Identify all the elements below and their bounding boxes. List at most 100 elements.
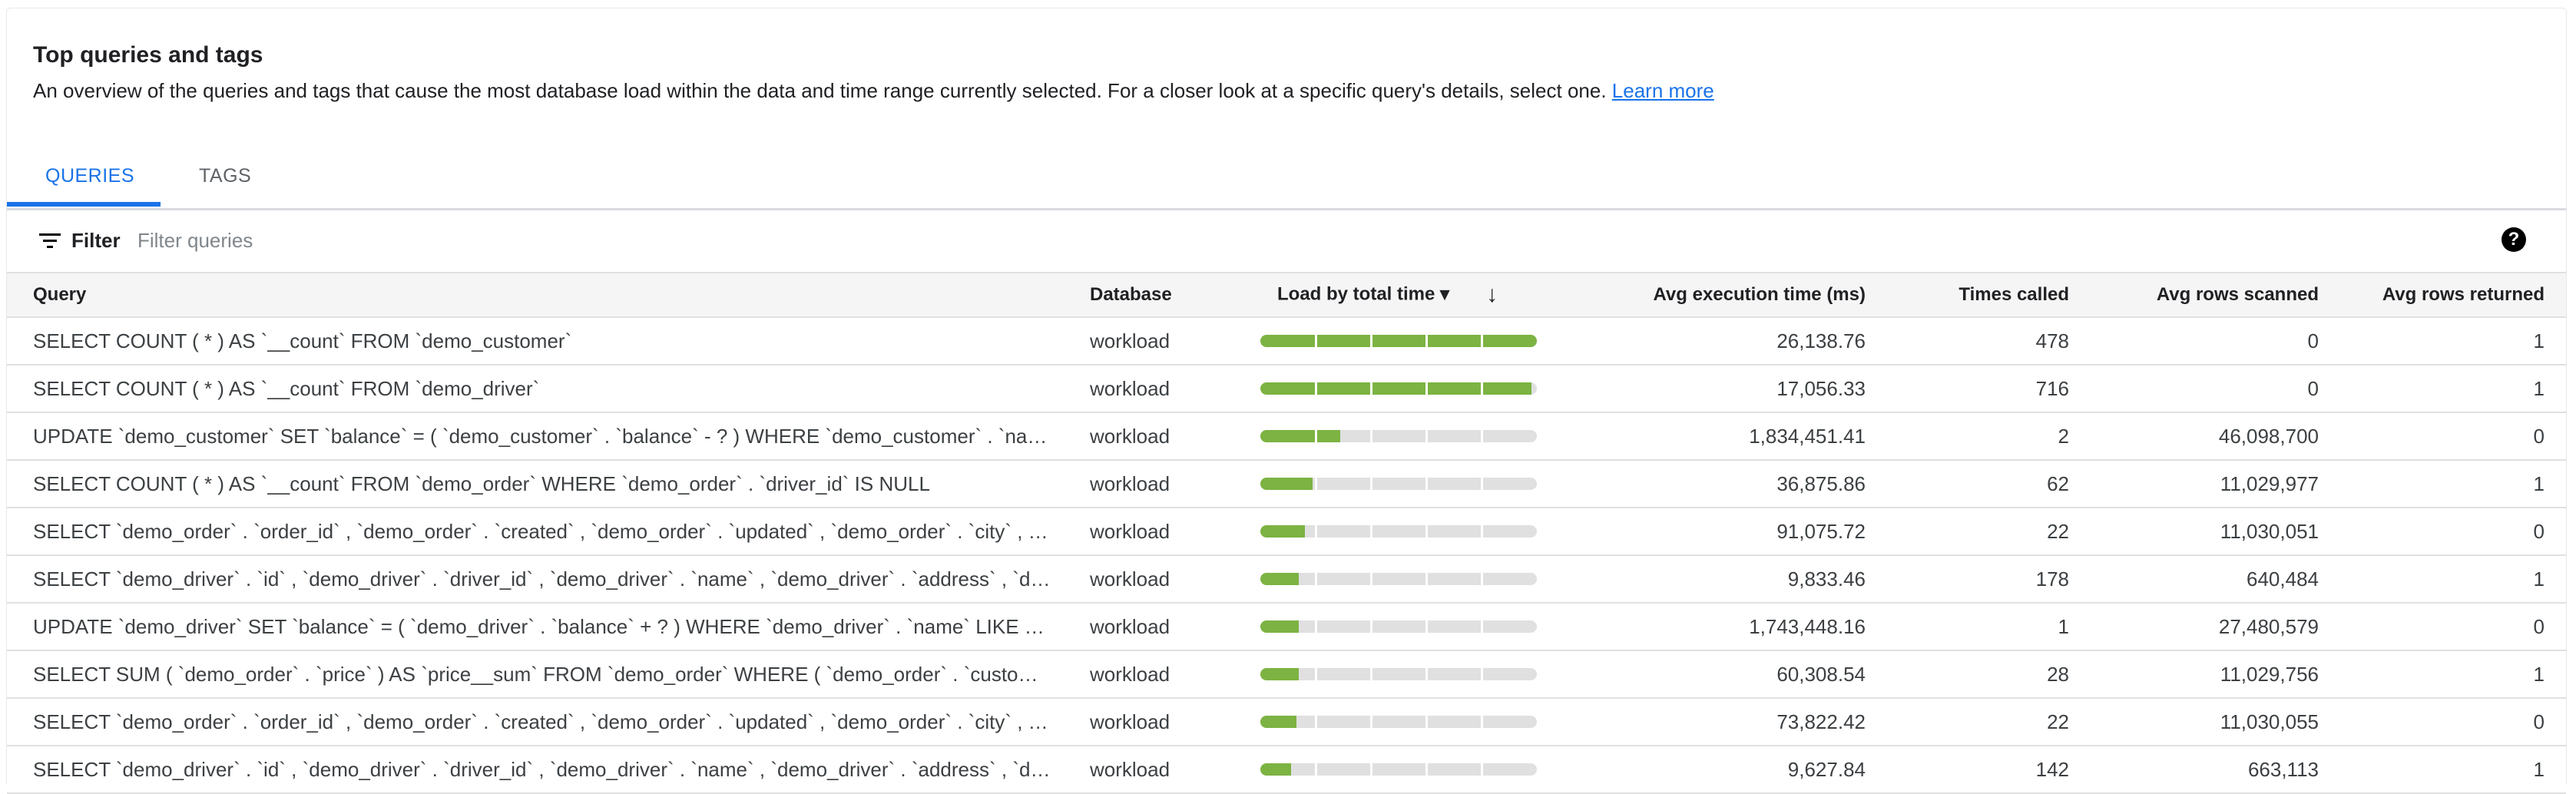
filter-label: Filter [71, 229, 121, 252]
query-text[interactable]: SELECT COUNT ( * ) AS `__count` FROM `de… [33, 376, 540, 400]
table-row[interactable]: UPDATE `demo_driver` SET `balance` = ( `… [7, 603, 2566, 651]
load-bar-separator [1370, 478, 1372, 490]
load-cell [1260, 650, 1600, 699]
avg-rows-scanned-cell: 27,480,579 [2069, 603, 2319, 651]
tab-tags[interactable]: TAGS [199, 165, 252, 187]
load-bar-separator [1370, 430, 1372, 442]
load-bar-separator [1481, 668, 1483, 680]
avg-rows-scanned-cell: 11,029,977 [2069, 460, 2319, 508]
filter-list-icon[interactable] [39, 232, 61, 250]
sort-descending-arrow-icon[interactable]: ↓ [1486, 282, 1498, 307]
table-row[interactable]: UPDATE `demo_customer` SET `balance` = (… [7, 412, 2566, 461]
load-bar [1260, 716, 1537, 728]
load-bar-separator [1315, 525, 1317, 538]
query-text[interactable]: UPDATE `demo_driver` SET `balance` = ( `… [33, 614, 1055, 638]
load-bar-separator [1425, 478, 1428, 490]
table-row[interactable]: SELECT COUNT ( * ) AS `__count` FROM `de… [7, 365, 2566, 413]
column-header-database[interactable]: Database [1090, 272, 1260, 318]
queries-table: Query Database Load by total time ▾ ↓ Avg… [7, 272, 2566, 794]
query-cell[interactable]: SELECT `demo_driver` . `id` , `demo_driv… [7, 555, 1090, 604]
avg-rows-scanned-cell: 663,113 [2069, 746, 2319, 794]
load-bar-separator [1481, 478, 1483, 490]
load-bar-separator [1370, 335, 1372, 347]
load-bar-separator [1425, 525, 1428, 538]
table-header-row: Query Database Load by total time ▾ ↓ Avg… [7, 272, 2566, 318]
load-bar-separator [1425, 335, 1428, 347]
query-cell[interactable]: UPDATE `demo_customer` SET `balance` = (… [7, 412, 1090, 461]
help-icon[interactable]: ? [2502, 227, 2526, 252]
load-bar [1260, 573, 1537, 585]
column-header-avg-exec[interactable]: Avg execution time (ms) [1600, 272, 1866, 318]
load-bar-fill [1260, 668, 1300, 680]
table-row[interactable]: SELECT `demo_order` . `order_id` , `demo… [7, 698, 2566, 746]
times-called-cell: 716 [1866, 365, 2069, 413]
query-text[interactable]: SELECT COUNT ( * ) AS `__count` FROM `de… [33, 471, 930, 495]
table-row[interactable]: SELECT COUNT ( * ) AS `__count` FROM `de… [7, 317, 2566, 366]
load-bar-separator [1315, 620, 1317, 633]
query-cell[interactable]: SELECT SUM ( `demo_order` . `price` ) AS… [7, 650, 1090, 699]
avg-rows-returned-cell: 1 [2319, 555, 2566, 604]
query-text[interactable]: SELECT `demo_driver` . `id` , `demo_driv… [33, 757, 1055, 781]
page-description: An overview of the queries and tags that… [33, 79, 1714, 103]
query-text[interactable]: SELECT `demo_order` . `order_id` , `demo… [33, 710, 1055, 733]
avg-rows-scanned-cell: 11,030,051 [2069, 508, 2319, 556]
load-bar-separator [1481, 716, 1483, 728]
load-bar-separator [1425, 430, 1428, 442]
database-cell: workload [1090, 412, 1260, 461]
table-row[interactable]: SELECT `demo_order` . `order_id` , `demo… [7, 508, 2566, 556]
load-bar-separator [1315, 573, 1317, 585]
query-cell[interactable]: SELECT COUNT ( * ) AS `__count` FROM `de… [7, 460, 1090, 508]
load-bar-separator [1315, 335, 1317, 347]
load-bar-fill [1260, 335, 1537, 347]
column-header-times-called[interactable]: Times called [1866, 272, 2069, 318]
load-cell [1260, 317, 1600, 366]
query-text[interactable]: SELECT SUM ( `demo_order` . `price` ) AS… [33, 662, 1055, 686]
query-cell[interactable]: SELECT COUNT ( * ) AS `__count` FROM `de… [7, 317, 1090, 366]
load-bar-separator [1370, 620, 1372, 633]
load-bar [1260, 478, 1537, 490]
query-cell[interactable]: SELECT `demo_driver` . `id` , `demo_driv… [7, 746, 1090, 794]
query-cell[interactable]: SELECT `demo_order` . `order_id` , `demo… [7, 508, 1090, 556]
table-row[interactable]: SELECT SUM ( `demo_order` . `price` ) AS… [7, 650, 2566, 699]
load-bar [1260, 430, 1537, 442]
load-bar-separator [1481, 430, 1483, 442]
query-text[interactable]: SELECT `demo_order` . `order_id` , `demo… [33, 519, 1055, 543]
avg-rows-scanned-cell: 0 [2069, 365, 2319, 413]
load-bar-separator [1481, 525, 1483, 538]
page-title: Top queries and tags [33, 42, 263, 68]
query-text[interactable]: SELECT `demo_driver` . `id` , `demo_driv… [33, 567, 1055, 591]
database-cell: workload [1090, 508, 1260, 556]
table-row[interactable]: SELECT `demo_driver` . `id` , `demo_driv… [7, 746, 2566, 794]
avg-rows-scanned-cell: 640,484 [2069, 555, 2319, 604]
load-bar-fill [1260, 573, 1300, 585]
query-cell[interactable]: SELECT COUNT ( * ) AS `__count` FROM `de… [7, 365, 1090, 413]
column-header-avg-rows-returned[interactable]: Avg rows returned [2319, 272, 2566, 318]
column-header-avg-rows-scanned[interactable]: Avg rows scanned [2069, 272, 2319, 318]
query-text[interactable]: SELECT COUNT ( * ) AS `__count` FROM `de… [33, 329, 572, 352]
load-bar-separator [1370, 382, 1372, 395]
times-called-cell: 28 [1866, 650, 2069, 699]
load-header-label: Load by total time ▾ [1277, 283, 1450, 305]
load-bar-separator [1425, 382, 1428, 395]
learn-more-link[interactable]: Learn more [1611, 79, 1714, 102]
query-cell[interactable]: SELECT `demo_order` . `order_id` , `demo… [7, 698, 1090, 746]
tab-queries[interactable]: QUERIES [45, 165, 135, 187]
load-bar-fill [1260, 430, 1341, 442]
database-cell: workload [1090, 555, 1260, 604]
load-bar-fill [1260, 525, 1305, 538]
filter-queries-input[interactable] [136, 224, 1061, 256]
table-row[interactable]: SELECT `demo_driver` . `id` , `demo_driv… [7, 555, 2566, 604]
column-header-query[interactable]: Query [7, 272, 1090, 318]
avg-rows-returned-cell: 1 [2319, 746, 2566, 794]
load-bar-separator [1481, 573, 1483, 585]
times-called-cell: 22 [1866, 508, 2069, 556]
avg-exec-cell: 1,834,451.41 [1600, 412, 1866, 461]
query-cell[interactable]: UPDATE `demo_driver` SET `balance` = ( `… [7, 603, 1090, 651]
table-row[interactable]: SELECT COUNT ( * ) AS `__count` FROM `de… [7, 460, 2566, 508]
load-cell [1260, 698, 1600, 746]
load-bar-separator [1370, 716, 1372, 728]
column-header-load[interactable]: Load by total time ▾ ↓ [1260, 272, 1600, 318]
avg-rows-scanned-cell: 0 [2069, 317, 2319, 366]
avg-rows-returned-cell: 1 [2319, 365, 2566, 413]
query-text[interactable]: UPDATE `demo_customer` SET `balance` = (… [33, 424, 1055, 448]
